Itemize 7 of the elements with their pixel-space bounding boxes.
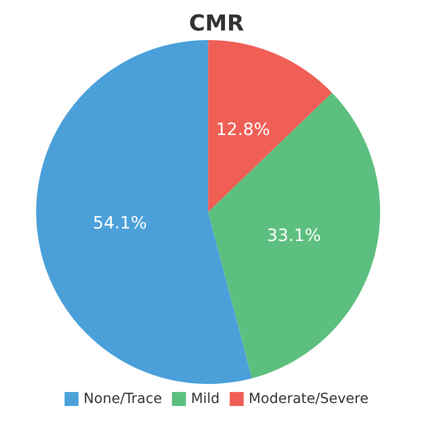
legend-label: Mild [190, 391, 220, 407]
chart-title: CMR [189, 12, 244, 36]
data-label: 33.1% [266, 226, 321, 246]
legend-label: None/Trace [84, 391, 162, 407]
data-label: 54.1% [92, 213, 147, 234]
data-label: 12.8% [216, 120, 270, 140]
legend-label: Moderate/Severe [248, 391, 368, 407]
